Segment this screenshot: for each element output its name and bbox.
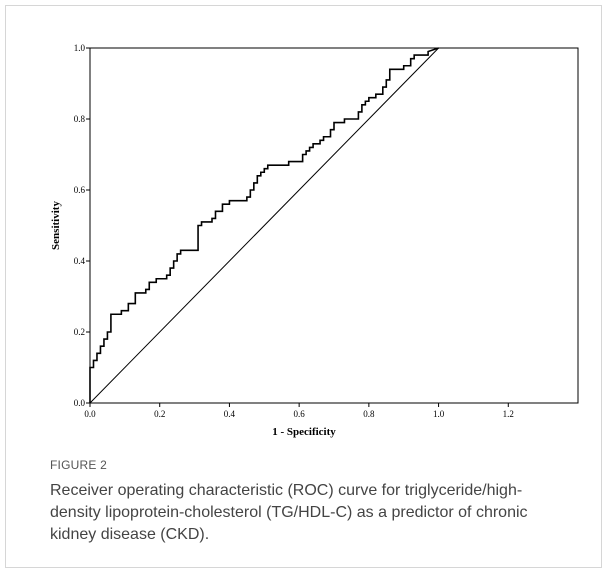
roc-curve-line: [89, 47, 439, 403]
x-tick-label: 0.2: [154, 409, 165, 419]
y-tick-label: 0.8: [74, 114, 86, 124]
figure-card: 0.0 0.2 0.4 0.6 0.8 1.0 1.2 0.0 0.2 0.4 0.6 0.8 1.0 1…: [5, 5, 602, 568]
x-tick-label: 1.0: [433, 409, 445, 419]
y-tick-label: 0.0: [74, 398, 86, 408]
reference-diagonal-line: [89, 47, 439, 404]
x-tick-label: 0.0: [84, 409, 96, 419]
figure-label: FIGURE 2: [50, 458, 107, 472]
y-tick-label: 1.0: [74, 43, 86, 53]
y-axis-title: Sensitivity: [50, 201, 62, 250]
x-axis-title: 1 - Specificity: [272, 426, 336, 438]
x-tick-label: 0.8: [363, 409, 375, 419]
figure-caption: Receiver operating characteristic (ROC) …: [50, 482, 528, 543]
x-tick-label: 0.4: [224, 409, 236, 419]
roc-chart: 0.0 0.2 0.4 0.6 0.8 1.0 1.2 0.0 0.2 0.4 0.6 0.8 1.0 1…: [50, 43, 579, 438]
y-tick-label: 0.6: [74, 185, 86, 195]
x-tick-label: 0.6: [294, 409, 306, 419]
plot-frame: [89, 47, 579, 404]
x-tick-label: 1.2: [503, 409, 514, 419]
y-tick-label: 0.2: [74, 327, 85, 337]
y-tick-label: 0.4: [74, 256, 86, 266]
plot-layer: 0.0 0.2 0.4 0.6 0.8 1.0 1.2 0.0 0.2 0.4 0.6 0.8 1.0 1…: [50, 43, 579, 438]
